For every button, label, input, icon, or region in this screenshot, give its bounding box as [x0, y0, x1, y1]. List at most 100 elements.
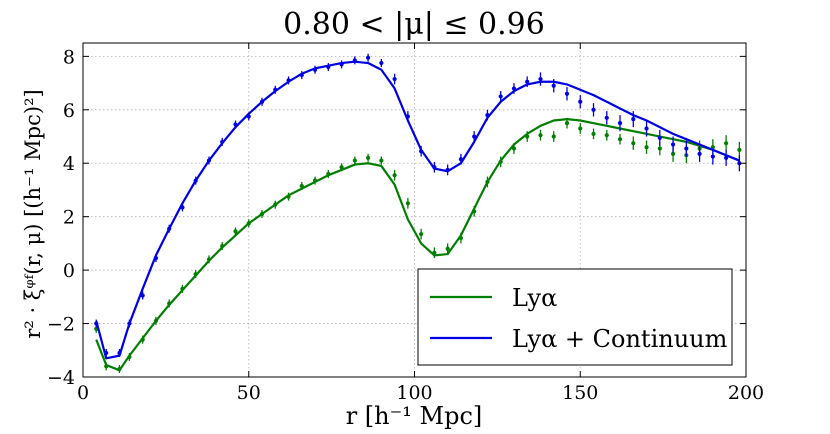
data-point-lya-continuum — [379, 60, 384, 66]
data-point-lya — [379, 158, 384, 163]
data-point-lya-continuum — [180, 205, 185, 210]
data-point-lya — [737, 147, 742, 152]
data-point-lya-continuum — [445, 167, 450, 173]
data-point-lya — [117, 366, 122, 372]
y-tick-label: 0 — [63, 260, 75, 282]
data-point-lya — [485, 179, 490, 185]
model-line-lya — [95, 118, 740, 372]
data-point-lya — [206, 257, 212, 262]
data-point-lya — [724, 141, 729, 146]
data-point-lya — [167, 301, 172, 306]
data-point-lya-continuum — [525, 79, 530, 84]
series-lya — [94, 117, 742, 373]
data-point-lya-continuum — [352, 58, 357, 63]
data-point-lya — [326, 171, 331, 177]
data-point-lya — [670, 151, 676, 156]
data-point-lya — [564, 121, 570, 126]
data-point-lya — [578, 126, 583, 131]
data-point-lya-continuum — [153, 255, 159, 261]
data-point-lya-continuum — [432, 165, 437, 170]
y-tick-label: −2 — [47, 314, 75, 336]
data-point-lya-continuum — [419, 149, 424, 154]
data-point-lya-continuum — [206, 158, 212, 163]
data-point-lya-continuum — [117, 350, 122, 356]
data-point-lya — [312, 178, 318, 183]
data-point-lya-continuum — [617, 121, 623, 126]
data-point-lya-continuum — [485, 113, 490, 118]
data-point-lya-continuum — [326, 64, 331, 70]
data-point-lya — [472, 209, 477, 214]
legend: Lyα Lyα + Continuum — [417, 268, 733, 366]
data-point-lya-continuum — [724, 155, 729, 160]
y-tick-label: 4 — [63, 153, 75, 175]
x-tick-label: 50 — [237, 382, 261, 404]
data-point-lya — [604, 133, 609, 138]
data-point-lya-continuum — [365, 55, 371, 60]
data-point-lya-continuum — [538, 76, 543, 82]
data-point-lya — [365, 155, 371, 160]
data-point-lya-continuum — [737, 161, 742, 166]
data-point-lya — [259, 211, 265, 217]
data-point-lya — [220, 243, 225, 249]
chart-title: 0.80 < |μ| ≤ 0.96 — [283, 7, 545, 42]
data-point-lya — [644, 145, 649, 150]
data-point-lya — [246, 221, 251, 226]
data-point-lya — [299, 183, 304, 189]
data-point-lya-continuum — [104, 350, 109, 356]
data-point-lya-continuum — [312, 67, 318, 72]
data-point-lya — [710, 145, 715, 150]
legend-label-lya: Lyα — [512, 284, 557, 312]
data-point-lya — [538, 133, 543, 138]
y-tick-label: 2 — [63, 207, 75, 229]
data-point-lya-continuum — [392, 76, 397, 82]
data-point-lya — [419, 231, 424, 237]
data-point-lya-continuum — [458, 157, 464, 162]
data-point-lya — [432, 250, 437, 255]
data-point-lya-continuum — [498, 94, 503, 99]
data-point-lya-continuum — [564, 91, 570, 96]
data-point-lya-continuum — [405, 114, 410, 119]
legend-label-lya-continuum: Lyα + Continuum — [512, 325, 728, 353]
data-point-lya-continuum — [644, 126, 649, 131]
data-point-lya — [631, 141, 636, 146]
data-point-lya-continuum — [657, 135, 662, 140]
data-point-lya — [140, 337, 145, 342]
data-point-lya-continuum — [339, 62, 344, 67]
data-point-lya — [193, 272, 198, 277]
data-point-lya-continuum — [220, 139, 225, 144]
series-lya-continuum — [94, 53, 742, 360]
data-point-lya-continuum — [193, 178, 198, 183]
axis-ticks: 0 50 100 150 200 −4 −2 0 2 4 6 8 — [47, 43, 764, 404]
data-point-lya — [511, 146, 517, 151]
data-point-lya — [525, 134, 530, 139]
data-point-lya-continuum — [94, 321, 99, 326]
data-point-lya — [180, 286, 185, 291]
data-point-lya-continuum — [167, 226, 172, 231]
x-tick-label: 200 — [728, 382, 764, 404]
data-point-lya — [498, 159, 503, 165]
data-point-lya — [104, 364, 109, 369]
data-point-lya — [127, 354, 132, 360]
data-point-lya — [445, 246, 450, 251]
y-tick-label: 6 — [63, 100, 75, 122]
data-point-lya-continuum — [299, 72, 304, 78]
data-point-lya-continuum — [286, 78, 291, 83]
data-point-lya — [657, 146, 662, 151]
data-point-lya-continuum — [259, 99, 265, 104]
data-point-lya-continuum — [127, 321, 132, 326]
data-point-lya-continuum — [684, 146, 689, 151]
y-tick-label: 8 — [63, 46, 75, 68]
data-point-lya-continuum — [472, 134, 477, 139]
data-point-lya-continuum — [273, 87, 278, 92]
data-point-lya — [617, 137, 623, 142]
data-point-lya — [392, 173, 397, 178]
data-point-lya-continuum — [604, 115, 609, 120]
x-tick-label: 150 — [562, 382, 598, 404]
data-point-lya — [286, 194, 291, 199]
series-layer — [94, 53, 742, 373]
data-point-lya-continuum — [578, 99, 583, 104]
y-tick-label: −4 — [47, 367, 75, 389]
data-point-lya-continuum — [591, 107, 596, 112]
data-point-lya — [551, 134, 556, 139]
